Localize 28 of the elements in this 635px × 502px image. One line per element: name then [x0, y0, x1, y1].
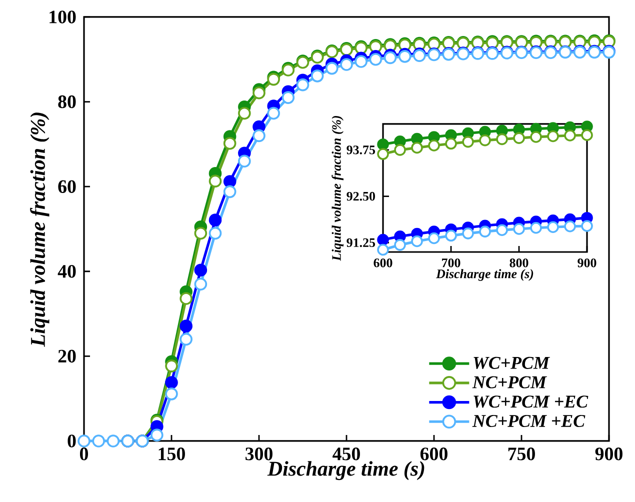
x-tick-label: 800: [510, 258, 528, 268]
legend-label: WC+PCM +EC: [474, 396, 588, 408]
y-tick-label: 100: [50, 10, 76, 24]
y-tick-label: 93.75: [346, 146, 376, 154]
x-tick-label: 0: [80, 448, 88, 460]
y-axis-title: Liquid volume fraction (%): [30, 112, 50, 347]
x-tick-label: 750: [508, 448, 535, 460]
legend-label: NC+PCM +EC: [472, 414, 586, 427]
x-tick-label: 300: [246, 448, 272, 460]
x-tick-label: 900: [578, 258, 596, 268]
x-axis-title: Discharge time (s): [267, 461, 424, 480]
x-tick-label: 150: [158, 448, 185, 460]
x-tick-label: 600: [374, 258, 392, 268]
x-tick-label: 450: [332, 448, 360, 460]
y-tick-label: 20: [58, 350, 76, 363]
y-tick-label: 92.50: [346, 192, 375, 201]
legend-label: WC+PCM: [474, 356, 550, 370]
legend-label: NC+PCM: [472, 376, 547, 388]
x-tick-label: 600: [420, 448, 448, 460]
x-tick-label: 700: [442, 258, 460, 268]
y-tick-label: 60: [58, 180, 76, 193]
y-tick-label: 0: [68, 434, 76, 448]
x-axis-title: Discharge time (s): [436, 269, 534, 281]
x-tick-label: 900: [595, 448, 622, 460]
y-tick-label: 80: [58, 95, 76, 108]
y-tick-label: 40: [58, 265, 76, 278]
y-tick-label: 91.25: [346, 238, 376, 248]
y-axis-title: Liquid volume fraction (%): [332, 116, 344, 261]
